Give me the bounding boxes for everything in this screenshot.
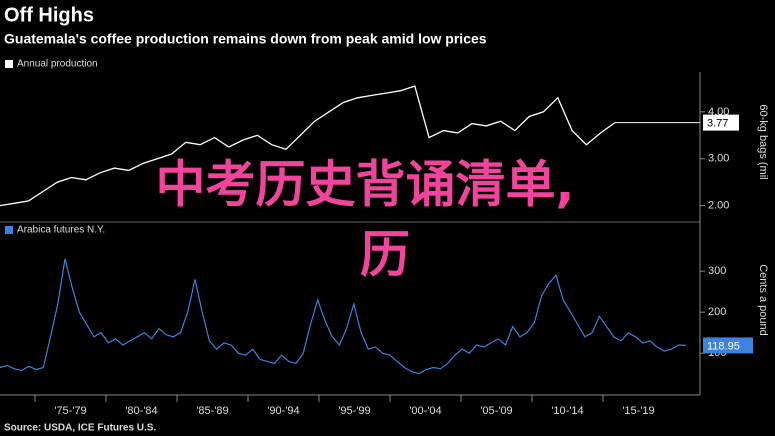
y-axis-label: Cents a pound <box>757 264 769 336</box>
x-tick-label: '15-'19 <box>622 405 654 417</box>
x-tick-label: '95-'99 <box>338 405 370 417</box>
legend-swatch <box>5 226 13 234</box>
last-value-label: 118.95 <box>707 340 740 352</box>
y-axis-label: 60-kg bags (mil <box>757 104 769 179</box>
data-line <box>0 258 687 375</box>
last-value-box <box>703 337 753 354</box>
chart-subtitle: Guatemala's coffee production remains do… <box>4 31 487 47</box>
legend-label: Arabica futures N.Y. <box>17 225 105 236</box>
data-line <box>0 85 616 207</box>
overlay-text: 中考历史背诵清单, <box>156 156 575 214</box>
last-value-label: 3.77 <box>707 118 728 130</box>
x-tick-label: '90-'94 <box>267 405 299 417</box>
y-tick-label: 2.00 <box>708 200 729 212</box>
last-value-box <box>703 114 739 131</box>
x-tick-label: '85-'89 <box>196 405 228 417</box>
y-tick-label: 3.00 <box>708 153 729 165</box>
chart-title: Off Highs <box>4 4 94 26</box>
legend-swatch <box>5 60 13 68</box>
x-tick-label: '80-'84 <box>125 405 157 417</box>
legend-label: Annual production <box>17 59 98 70</box>
x-tick-label: '75-'79 <box>54 405 86 417</box>
source: Source: USDA, ICE Futures U.S. <box>4 423 156 434</box>
x-tick-label: '10-'14 <box>551 405 583 417</box>
y-tick-label: 300 <box>708 265 726 277</box>
overlay-text: 历 <box>360 226 410 284</box>
x-tick-label: '05-'09 <box>480 405 512 417</box>
x-tick-label: '00-'04 <box>409 405 441 417</box>
y-tick-label: 200 <box>708 306 726 318</box>
